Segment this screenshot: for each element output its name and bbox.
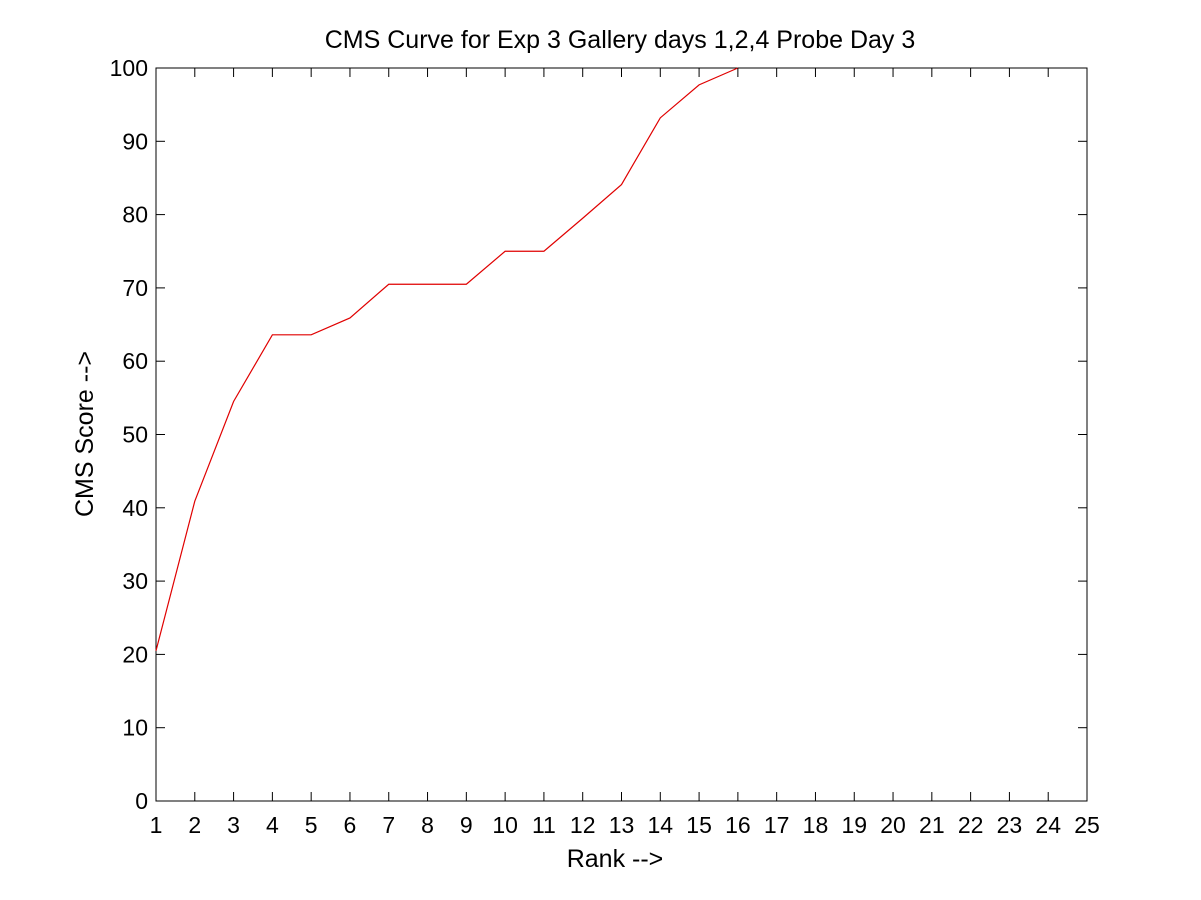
y-tick-label: 90	[122, 128, 148, 154]
x-tick-label: 14	[647, 812, 673, 838]
y-tick-label: 20	[122, 641, 148, 667]
y-tick-label: 50	[122, 422, 148, 448]
chart-title: CMS Curve for Exp 3 Gallery days 1,2,4 P…	[325, 26, 916, 54]
x-tick-label: 21	[919, 812, 945, 838]
x-tick-label: 12	[570, 812, 596, 838]
x-tick-label: 2	[188, 812, 201, 838]
x-tick-label: 8	[421, 812, 434, 838]
y-tick-label: 100	[110, 55, 148, 81]
x-tick-label: 22	[958, 812, 984, 838]
axis-ticks: 1 2 3 4 5 6 7 8 9 10 11 12 13 14 15 16 17 18 19 20 21 22 23 24 2…	[110, 55, 1100, 838]
cms-score-line	[155, 67, 739, 651]
x-tick-label: 13	[609, 812, 635, 838]
x-axis-title: Rank -->	[567, 845, 664, 873]
x-tick-label: 15	[686, 812, 712, 838]
x-tick-label: 25	[1074, 812, 1100, 838]
y-tick-label: 40	[122, 495, 148, 521]
y-axis-title: CMS Score -->	[71, 351, 99, 517]
y-tick-label: 30	[122, 568, 148, 594]
x-tick-label: 3	[227, 812, 240, 838]
x-tick-label: 18	[803, 812, 829, 838]
x-tick-label: 20	[880, 812, 906, 838]
y-tick-label: 0	[135, 788, 148, 814]
x-tick-label: 6	[344, 812, 357, 838]
x-tick-label: 9	[460, 812, 473, 838]
x-tick-label: 16	[725, 812, 751, 838]
x-tick-label: 24	[1035, 812, 1061, 838]
x-tick-label: 7	[382, 812, 395, 838]
y-tick-label: 10	[122, 715, 148, 741]
x-tick-label: 1	[150, 812, 163, 838]
x-tick-label: 19	[841, 812, 867, 838]
y-tick-label: 60	[122, 348, 148, 374]
x-tick-label: 23	[997, 812, 1023, 838]
x-tick-label: 17	[764, 812, 790, 838]
x-tick-label: 4	[266, 812, 279, 838]
y-tick-label: 70	[122, 275, 148, 301]
x-tick-label: 5	[305, 812, 318, 838]
x-tick-label: 11	[532, 812, 556, 838]
y-tick-label: 80	[122, 202, 148, 228]
x-tick-label: 10	[492, 812, 518, 838]
